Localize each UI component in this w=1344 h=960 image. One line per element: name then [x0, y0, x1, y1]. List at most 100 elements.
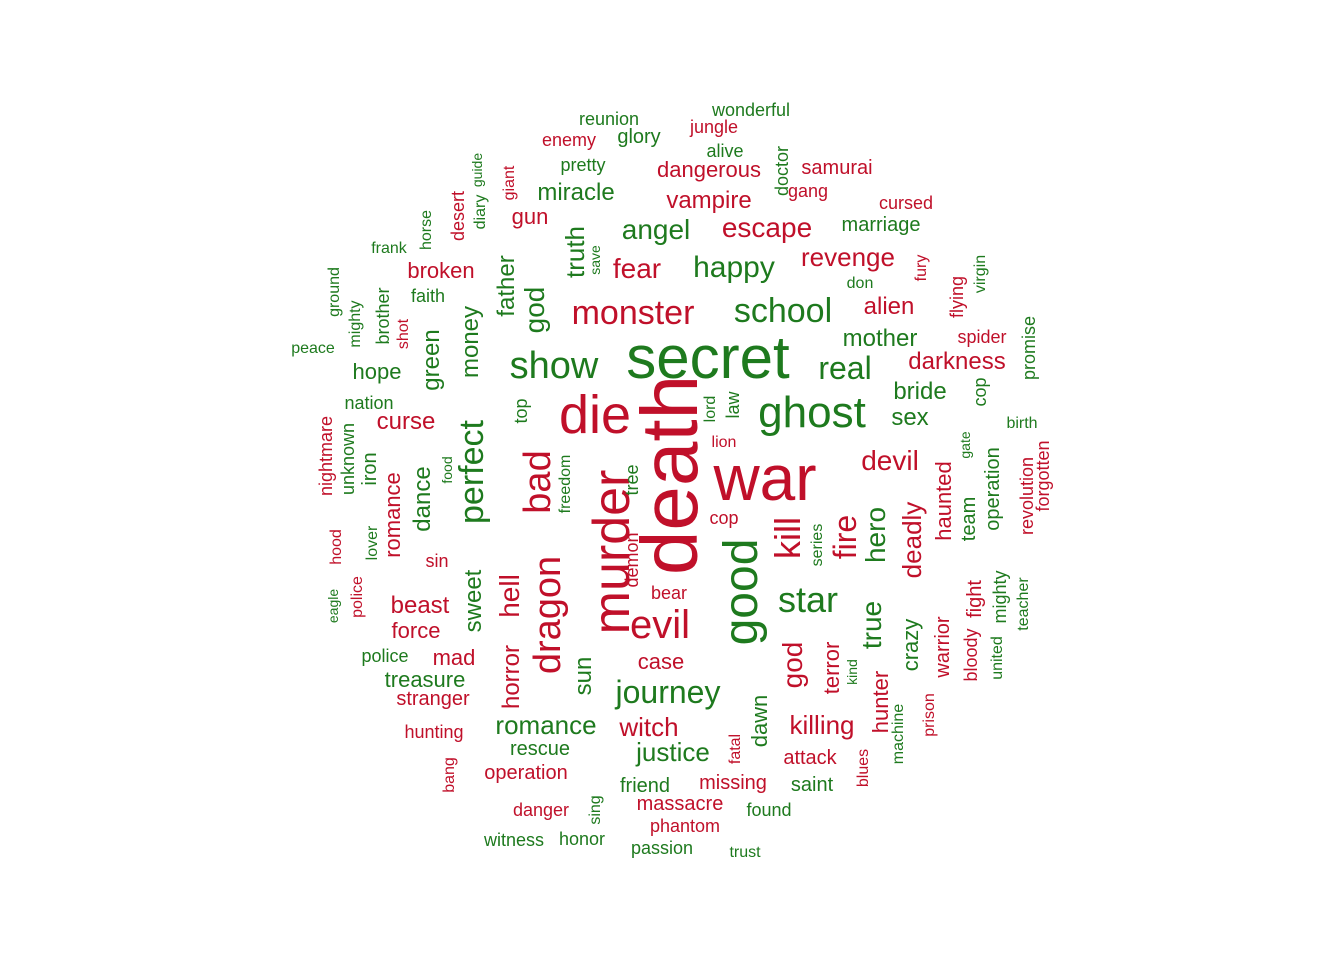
word-dance: dance: [409, 466, 436, 532]
word-fury: fury: [913, 254, 930, 282]
word-police: police: [349, 576, 366, 618]
word-giant: giant: [501, 165, 518, 201]
word-bear: bear: [650, 583, 688, 603]
word-crazy: crazy: [898, 618, 923, 672]
word-birth: birth: [1006, 415, 1038, 432]
word-alien: alien: [863, 293, 915, 320]
word-war: war: [713, 442, 817, 514]
word-series: series: [809, 523, 826, 567]
word-warrior: warrior: [932, 616, 954, 678]
word-found: found: [746, 800, 792, 820]
word-ghost: ghost: [758, 388, 866, 437]
word-mighty: mighty: [347, 300, 364, 348]
word-escape: escape: [721, 212, 813, 243]
word-desert: desert: [448, 190, 468, 242]
word-honor: honor: [558, 829, 606, 849]
word-terror: terror: [819, 641, 844, 695]
word-saint: saint: [790, 774, 834, 796]
word-trust: trust: [729, 844, 761, 861]
word-marriage: marriage: [841, 214, 921, 236]
word-tree: tree: [622, 464, 642, 496]
word-deadly: deadly: [897, 501, 927, 579]
word-faith: faith: [410, 286, 446, 306]
word-kind: kind: [844, 659, 860, 685]
word-peace: peace: [291, 340, 335, 357]
word-flying: flying: [947, 275, 967, 319]
word-lover: lover: [364, 525, 381, 561]
word-money: money: [457, 305, 484, 379]
word-broken: broken: [407, 258, 475, 283]
word-stranger: stranger: [396, 688, 470, 710]
word-dragon: dragon: [527, 555, 569, 675]
word-monster: monster: [571, 294, 695, 332]
word-star: star: [777, 579, 839, 620]
word-bad: bad: [517, 450, 559, 514]
word-blues: blues: [855, 748, 872, 788]
word-reunion: reunion: [578, 109, 640, 129]
word-cop: cop: [709, 508, 739, 528]
word-jungle: jungle: [689, 117, 739, 137]
word-rescue: rescue: [509, 738, 571, 760]
word-fight: fight: [964, 580, 986, 618]
word-bloody: bloody: [961, 628, 981, 682]
word-operation: operation: [982, 447, 1004, 531]
word-sun: sun: [570, 656, 597, 696]
word-don: don: [846, 275, 874, 292]
word-journey: journey: [615, 674, 721, 710]
word-team: team: [958, 496, 980, 542]
word-hero: hero: [860, 506, 891, 564]
word-dawn: dawn: [747, 694, 772, 748]
word-killing: killing: [789, 710, 855, 740]
word-kill: kill: [767, 517, 808, 559]
word-danger: danger: [512, 800, 570, 820]
word-treasure: treasure: [384, 667, 466, 692]
word-nation: nation: [344, 393, 394, 413]
word-god: god: [519, 286, 550, 334]
word-witch: witch: [619, 712, 679, 742]
word-horror: horror: [498, 644, 525, 710]
word-hunting: hunting: [404, 722, 464, 742]
word-alive: alive: [706, 141, 744, 161]
word-show: show: [509, 345, 599, 387]
word-attack: attack: [783, 747, 837, 769]
word-spider: spider: [957, 327, 1007, 347]
word-wonderful: wonderful: [711, 100, 791, 120]
word-bride: bride: [893, 378, 947, 405]
word-hood: hood: [328, 529, 345, 565]
word-teacher: teacher: [1015, 577, 1032, 631]
word-machine: machine: [890, 703, 907, 765]
word-sex: sex: [891, 404, 929, 431]
word-bang: bang: [441, 757, 458, 793]
word-hope: hope: [352, 359, 402, 384]
word-unknown: unknown: [338, 422, 358, 496]
word-samurai: samurai: [801, 157, 873, 179]
word-eagle: eagle: [325, 588, 341, 624]
word-nightmare: nightmare: [316, 415, 336, 497]
word-mighty: mighty: [990, 570, 1010, 624]
word-save: save: [587, 245, 603, 275]
word-sin: sin: [425, 551, 449, 571]
word-beast: beast: [390, 592, 450, 619]
word-diary: diary: [472, 194, 489, 230]
word-darkness: darkness: [908, 348, 1006, 375]
word-glory: glory: [617, 126, 661, 148]
word-god: god: [777, 641, 808, 689]
word-law: law: [723, 391, 743, 419]
word-gate: gate: [957, 431, 973, 459]
word-angel: angel: [621, 214, 691, 245]
word-evil: evil: [629, 603, 691, 647]
word-frank: frank: [371, 240, 407, 257]
word-freedom: freedom: [557, 454, 574, 514]
word-death: death: [625, 374, 714, 576]
word-revenge: revenge: [801, 242, 895, 272]
word-dangerous: dangerous: [657, 157, 761, 182]
word-school: school: [733, 292, 833, 330]
word-father: father: [493, 255, 520, 317]
word-brother: brother: [373, 287, 393, 345]
word-happy: happy: [693, 251, 775, 284]
word-sweet: sweet: [460, 569, 487, 633]
word-massacre: massacre: [636, 793, 724, 815]
word-enemy: enemy: [541, 130, 597, 150]
word-missing: missing: [699, 772, 767, 794]
word-horse: horse: [418, 209, 435, 251]
